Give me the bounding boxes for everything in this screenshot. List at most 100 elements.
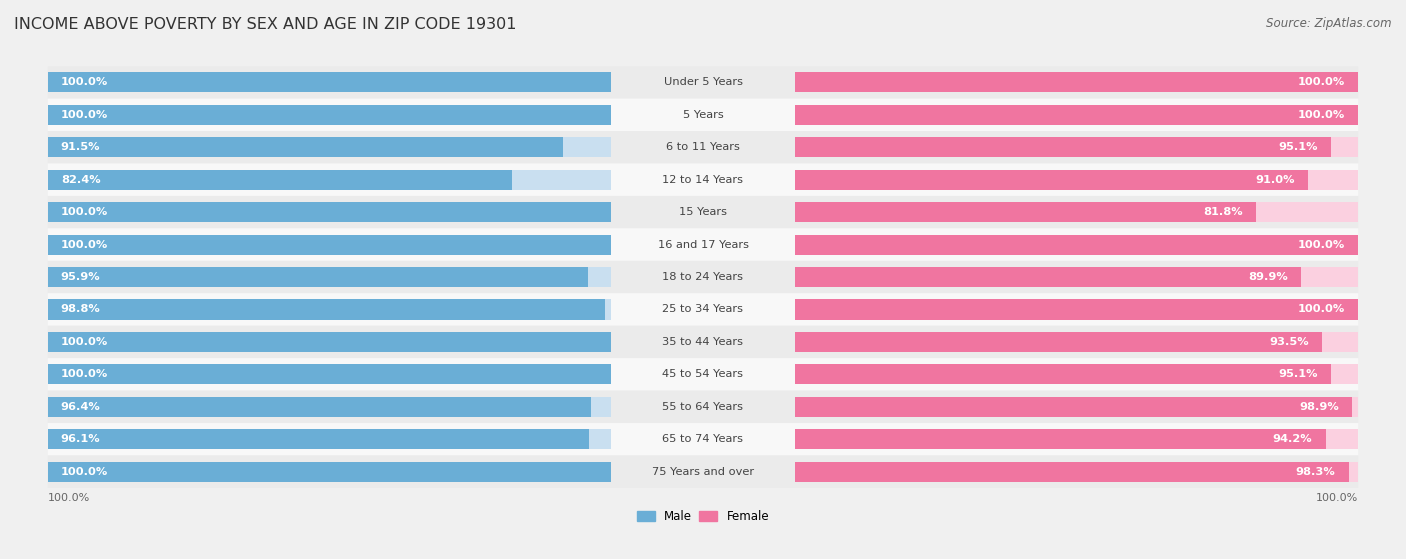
Text: INCOME ABOVE POVERTY BY SEX AND AGE IN ZIP CODE 19301: INCOME ABOVE POVERTY BY SEX AND AGE IN Z… [14, 17, 516, 32]
Text: 6 to 11 Years: 6 to 11 Years [666, 143, 740, 152]
Bar [794, 202, 1256, 222]
Bar [48, 332, 612, 352]
Bar [48, 397, 591, 417]
Text: 100.0%: 100.0% [60, 240, 108, 250]
Text: 12 to 14 Years: 12 to 14 Years [662, 175, 744, 184]
FancyBboxPatch shape [48, 358, 1358, 391]
Bar [48, 235, 612, 255]
FancyBboxPatch shape [48, 261, 1358, 293]
Text: 100.0%: 100.0% [1298, 305, 1346, 315]
Bar [48, 105, 612, 125]
Text: 100.0%: 100.0% [1298, 78, 1346, 87]
Text: 81.8%: 81.8% [1204, 207, 1243, 217]
Bar [794, 462, 1348, 482]
Text: 35 to 44 Years: 35 to 44 Years [662, 337, 744, 347]
Text: 75 Years and over: 75 Years and over [652, 467, 754, 477]
Bar [48, 332, 612, 352]
Bar [794, 332, 1322, 352]
FancyBboxPatch shape [48, 66, 1358, 98]
Bar [794, 397, 1353, 417]
Text: Under 5 Years: Under 5 Years [664, 78, 742, 87]
Bar [794, 364, 1358, 385]
Text: 15 Years: 15 Years [679, 207, 727, 217]
FancyBboxPatch shape [48, 131, 1358, 164]
Bar [794, 138, 1330, 158]
Text: 100.0%: 100.0% [60, 110, 108, 120]
Bar [794, 202, 1358, 222]
Text: 95.1%: 95.1% [1278, 143, 1317, 152]
Bar [794, 332, 1358, 352]
Text: 95.9%: 95.9% [60, 272, 100, 282]
Text: 100.0%: 100.0% [48, 493, 90, 503]
Bar [794, 235, 1358, 255]
Bar [48, 267, 588, 287]
Bar [48, 429, 589, 449]
Text: 89.9%: 89.9% [1249, 272, 1288, 282]
Text: 96.1%: 96.1% [60, 434, 100, 444]
Bar [794, 429, 1358, 449]
Bar [48, 72, 612, 92]
Bar [794, 105, 1358, 125]
Bar [48, 170, 512, 190]
Bar [794, 105, 1358, 125]
FancyBboxPatch shape [48, 229, 1358, 261]
Bar [48, 138, 564, 158]
Text: 100.0%: 100.0% [60, 78, 108, 87]
Bar [48, 462, 612, 482]
FancyBboxPatch shape [48, 456, 1358, 488]
Legend: Male, Female: Male, Female [633, 505, 773, 528]
FancyBboxPatch shape [48, 293, 1358, 326]
Bar [48, 300, 612, 320]
Bar [48, 170, 612, 190]
Bar [48, 364, 612, 385]
Text: 82.4%: 82.4% [60, 175, 100, 184]
Text: 18 to 24 Years: 18 to 24 Years [662, 272, 744, 282]
Text: 98.9%: 98.9% [1299, 402, 1339, 412]
Text: Source: ZipAtlas.com: Source: ZipAtlas.com [1267, 17, 1392, 30]
Text: 96.4%: 96.4% [60, 402, 101, 412]
Bar [794, 300, 1358, 320]
Bar [794, 72, 1358, 92]
Text: 5 Years: 5 Years [683, 110, 723, 120]
FancyBboxPatch shape [48, 423, 1358, 456]
Text: 95.1%: 95.1% [1278, 369, 1317, 380]
Bar [794, 138, 1358, 158]
Bar [48, 462, 612, 482]
Text: 45 to 54 Years: 45 to 54 Years [662, 369, 744, 380]
Bar [794, 72, 1358, 92]
Text: 98.3%: 98.3% [1296, 467, 1336, 477]
FancyBboxPatch shape [48, 164, 1358, 196]
Bar [794, 267, 1358, 287]
Bar [48, 364, 612, 385]
Bar [794, 397, 1358, 417]
Bar [48, 300, 605, 320]
Bar [48, 105, 612, 125]
Bar [48, 267, 612, 287]
Text: 55 to 64 Years: 55 to 64 Years [662, 402, 744, 412]
Bar [48, 235, 612, 255]
Bar [794, 462, 1358, 482]
FancyBboxPatch shape [48, 98, 1358, 131]
Text: 16 and 17 Years: 16 and 17 Years [658, 240, 748, 250]
Bar [794, 170, 1308, 190]
Bar [794, 235, 1358, 255]
FancyBboxPatch shape [48, 391, 1358, 423]
Text: 100.0%: 100.0% [1298, 110, 1346, 120]
Text: 25 to 34 Years: 25 to 34 Years [662, 305, 744, 315]
Bar [794, 429, 1326, 449]
Bar [794, 300, 1358, 320]
FancyBboxPatch shape [48, 196, 1358, 229]
Bar [48, 397, 612, 417]
Text: 100.0%: 100.0% [1298, 240, 1346, 250]
FancyBboxPatch shape [48, 326, 1358, 358]
Bar [48, 202, 612, 222]
Bar [48, 202, 612, 222]
Text: 100.0%: 100.0% [60, 337, 108, 347]
Bar [48, 72, 612, 92]
Bar [794, 170, 1358, 190]
Text: 65 to 74 Years: 65 to 74 Years [662, 434, 744, 444]
Text: 94.2%: 94.2% [1272, 434, 1312, 444]
Text: 100.0%: 100.0% [1316, 493, 1358, 503]
Text: 98.8%: 98.8% [60, 305, 101, 315]
Bar [794, 364, 1330, 385]
